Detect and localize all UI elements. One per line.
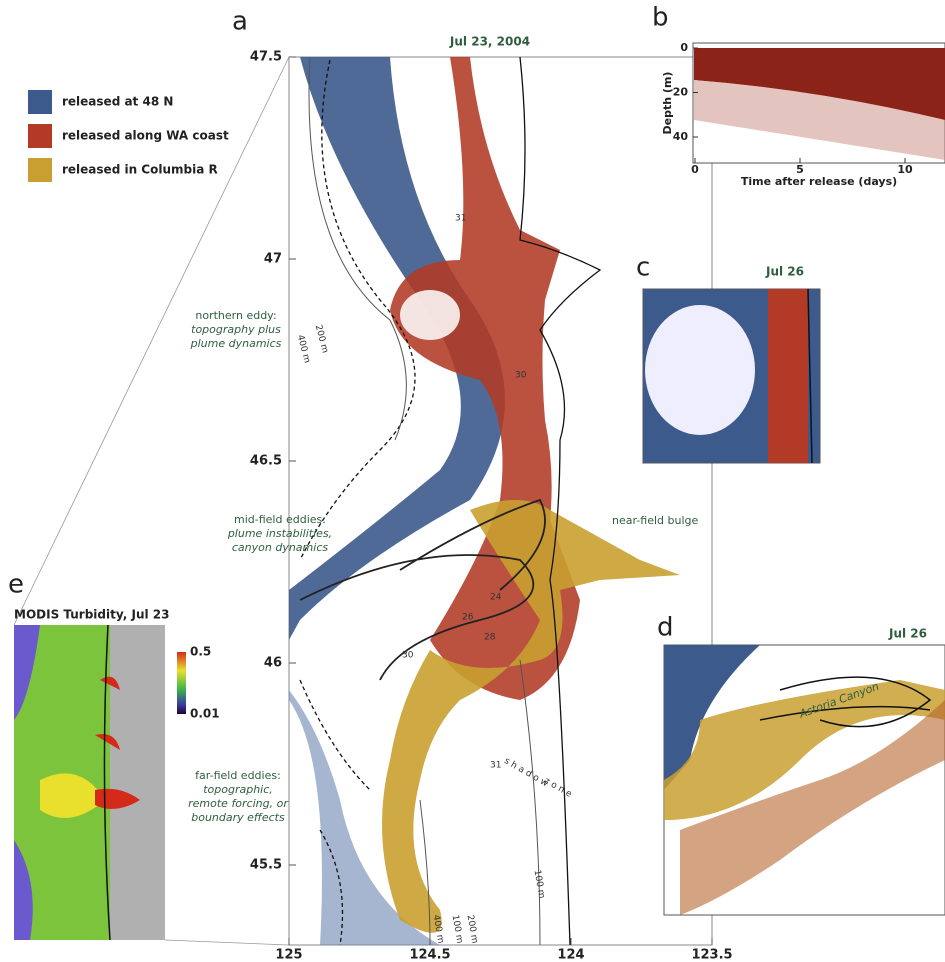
figure: released at 48 N released along WA coast r…	[0, 0, 945, 962]
panel-label: c	[636, 253, 650, 283]
lon-tick-label: 124.5	[409, 948, 450, 962]
contour-label: 30	[402, 651, 414, 661]
panel-label: b	[652, 3, 669, 33]
panel-d	[664, 645, 945, 915]
panel-title: Jul 26	[888, 627, 927, 641]
panel-title: Jul 23, 2004	[449, 35, 530, 49]
lat-tick-label: 46.5	[250, 454, 282, 469]
map-a	[289, 57, 712, 945]
panel-b	[693, 43, 945, 163]
land	[110, 625, 165, 940]
contour-label: 28	[484, 633, 496, 643]
annotation: plume dynamics	[190, 337, 282, 350]
annotation: boundary effects	[191, 811, 285, 824]
legend-label: released along WA coast	[62, 129, 229, 143]
eddy-core	[645, 305, 755, 435]
legend-label: released in Columbia R	[62, 163, 218, 177]
lat-tick-label: 47	[264, 252, 282, 267]
annotation: far-field eddies:	[195, 769, 281, 782]
y-tick-label: 40	[673, 130, 689, 143]
lat-tick-label: 47.5	[250, 50, 282, 65]
y-axis-label: Depth (m)	[661, 72, 674, 135]
contour-label: 31	[490, 761, 501, 771]
legend-swatch	[28, 124, 52, 148]
annotation: mid-field eddies:	[234, 513, 326, 526]
annotation: plume instabilities,	[227, 527, 332, 540]
lon-tick-label: 124	[557, 948, 584, 962]
annotation: topographic,	[203, 783, 273, 796]
annotation: remote forcing, or	[188, 797, 289, 810]
panel-c	[643, 289, 820, 463]
panel-label: d	[657, 613, 674, 643]
legend-swatch	[28, 158, 52, 182]
contour-label: 24	[490, 593, 502, 603]
annotation: northern eddy:	[195, 309, 276, 322]
x-axis-label: Time after release (days)	[741, 175, 897, 188]
x-tick-label: 10	[897, 163, 913, 176]
guide-line	[165, 940, 289, 945]
legend-swatch	[28, 90, 52, 114]
eddy-core	[400, 290, 460, 340]
colorbar	[177, 652, 186, 714]
lat-tick-label: 45.5	[250, 858, 282, 873]
lat-tick-label: 46	[264, 656, 282, 671]
contour-label: 30	[515, 371, 527, 381]
x-tick-label: 0	[691, 163, 699, 176]
red-particles	[768, 289, 808, 463]
lon-tick-label: 125	[275, 948, 302, 962]
lon-tick-label: 123.5	[691, 948, 732, 962]
legend: released at 48 N released along WA coast r…	[28, 90, 229, 182]
annotation: canyon dynamics	[232, 541, 328, 554]
contour-label: 26	[462, 613, 474, 623]
annotation: topography plus	[191, 323, 281, 336]
panel-title: Jul 26	[765, 265, 804, 279]
annotation: near-field bulge	[612, 514, 698, 527]
legend-label: released at 48 N	[62, 95, 173, 109]
panel-label: e	[8, 570, 24, 600]
contour-label: 31	[455, 214, 466, 224]
panel-title: MODIS Turbidity, Jul 23	[14, 608, 169, 622]
panel-label: a	[232, 7, 248, 37]
y-tick-label: 20	[673, 86, 689, 99]
y-tick-label: 0	[680, 41, 688, 54]
colorbar-label: 0.5	[190, 645, 211, 659]
panel-e	[14, 625, 186, 940]
colorbar-label: 0.01	[190, 707, 220, 721]
